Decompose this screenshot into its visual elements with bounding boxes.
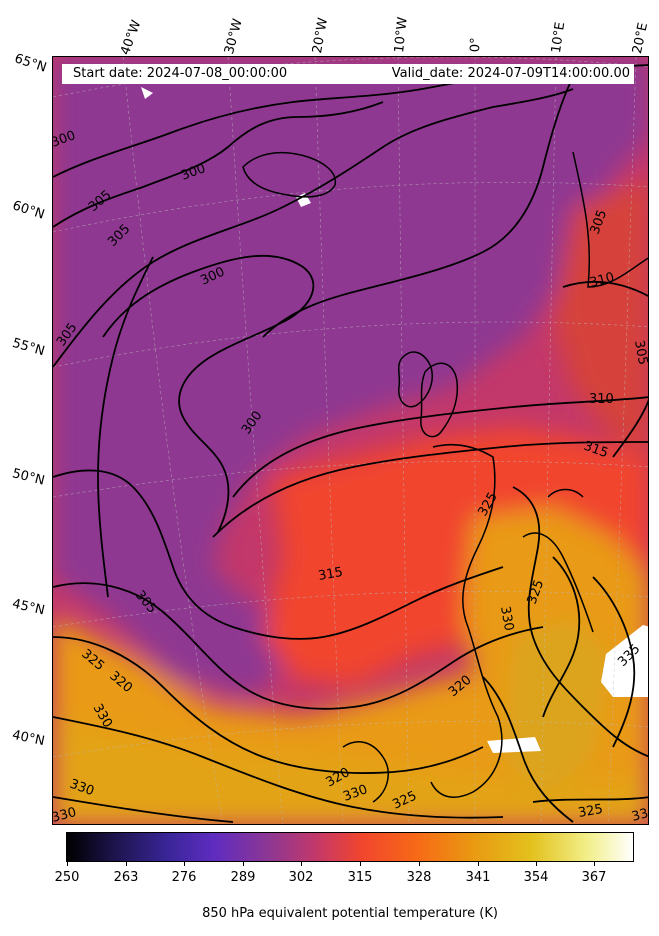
colorbar-tick-label: 250	[54, 870, 80, 885]
lat-label-40n: 40°N	[10, 727, 46, 750]
colorbar-tick-label: 367	[581, 870, 607, 885]
colorbar-tick-label: 315	[347, 870, 373, 885]
colorbar-tick-label: 276	[171, 870, 197, 885]
theta-e-field-map: 300 300 300 305 305 305 305 305 300 310 …	[53, 57, 649, 825]
colorbar-title: 850 hPa equivalent potential temperature…	[202, 906, 498, 921]
colorbar-tick-mark	[67, 862, 68, 866]
colorbar-tick-mark	[360, 862, 361, 866]
colorbar-tick-mark	[419, 862, 420, 866]
coastlines	[242, 151, 648, 803]
colorbar-tick-mark	[301, 862, 302, 866]
colorbar-tick-label: 302	[288, 870, 314, 885]
lon-label-40w: 40°W	[118, 18, 145, 58]
colorbar	[66, 832, 634, 862]
contour-label: 330	[630, 804, 649, 825]
lon-label-10e: 10°E	[549, 21, 569, 55]
start-date-label: Start date: 2024-07-08_00:00:00	[73, 66, 288, 81]
colorbar-tick-mark	[126, 862, 127, 866]
colorbar-tick-mark	[478, 862, 479, 866]
lat-label-60n: 60°N	[10, 198, 47, 223]
colorbar-tick-label: 354	[523, 870, 549, 885]
contour-label: 310	[589, 392, 614, 407]
lat-label-55n: 55°N	[10, 335, 47, 360]
colorbar-tick-label: 341	[465, 870, 491, 885]
colorbar-tick-label: 289	[230, 870, 256, 885]
lon-label-10w: 10°W	[392, 16, 411, 54]
lon-label-0: 0°	[468, 37, 484, 53]
colorbar-tick-mark	[536, 862, 537, 866]
contour-lines	[53, 64, 648, 823]
colorbar-tick-mark	[594, 862, 595, 866]
lon-label-30w: 30°W	[222, 17, 246, 56]
lat-label-50n: 50°N	[10, 466, 47, 489]
lat-label-45n: 45°N	[10, 596, 47, 619]
contour-label: 305	[631, 339, 649, 366]
lat-label-65n: 65°N	[12, 51, 49, 76]
info-bar: Start date: 2024-07-08_00:00:00 Valid_da…	[62, 64, 634, 84]
colorbar-tick-label: 328	[406, 870, 432, 885]
colorbar-tick-mark	[243, 862, 244, 866]
missing-data-greenland-patch	[141, 87, 153, 99]
lon-label-20e: 20°E	[630, 21, 652, 56]
missing-data-iberia-patch	[487, 737, 541, 753]
colorbar-tick-label: 263	[113, 870, 139, 885]
field-shading	[53, 57, 648, 824]
missing-data-alps-patch	[601, 625, 648, 697]
valid-date-label: Valid_date: 2024-07-09T14:00:00.00	[391, 66, 630, 81]
graticule	[53, 57, 648, 824]
contour-label: 315	[317, 565, 344, 584]
map-panel: 300 300 300 305 305 305 305 305 300 310 …	[52, 56, 649, 825]
colorbar-tick-mark	[184, 862, 185, 866]
contour-label: 325	[577, 802, 604, 821]
contour-label: 310	[588, 270, 616, 291]
contour-label: 330	[53, 805, 78, 825]
contour-label: 330	[497, 605, 516, 632]
lon-label-20w: 20°W	[310, 16, 332, 55]
